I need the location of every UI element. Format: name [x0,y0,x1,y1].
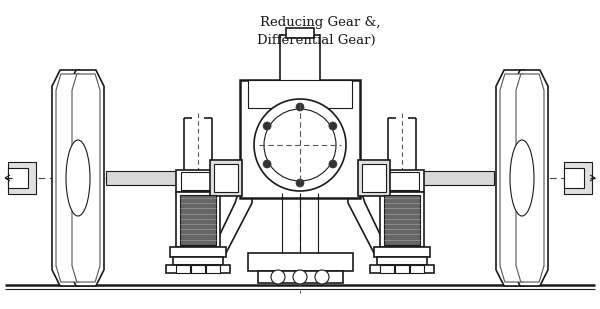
Ellipse shape [263,122,271,130]
Text: Differential Gear): Differential Gear) [257,33,376,46]
Bar [191,265,205,273]
Bar [564,162,592,194]
Polygon shape [52,70,88,286]
Bar [286,28,314,38]
Ellipse shape [254,99,346,191]
Polygon shape [496,70,532,286]
Bar [380,265,394,273]
Ellipse shape [264,109,336,181]
Polygon shape [68,70,104,286]
Ellipse shape [296,179,304,187]
Bar [176,170,220,192]
Polygon shape [210,188,252,255]
Bar [8,162,36,194]
Bar [181,172,215,190]
Bar [410,265,424,273]
Bar [8,168,28,188]
Polygon shape [72,74,100,282]
Bar [395,265,409,273]
Bar [173,257,223,265]
Bar [166,265,230,273]
Bar [248,80,352,108]
Polygon shape [516,74,544,282]
Bar [374,247,430,257]
Bar [248,253,353,271]
Bar [176,265,190,273]
Text: Reducing Gear &,: Reducing Gear &, [260,15,380,28]
Bar [180,195,216,245]
Ellipse shape [263,160,271,168]
Bar [280,35,320,82]
Ellipse shape [315,270,329,284]
Bar [380,170,424,192]
Bar [206,265,220,273]
Bar [258,271,343,283]
Ellipse shape [271,270,285,284]
Ellipse shape [329,122,337,130]
Ellipse shape [66,140,90,216]
Polygon shape [500,74,528,282]
Bar [176,192,220,247]
Bar [385,172,419,190]
Ellipse shape [510,140,534,216]
Ellipse shape [293,270,307,284]
Polygon shape [56,74,84,282]
Bar [210,160,242,196]
Polygon shape [512,70,548,286]
Bar [358,160,390,196]
Ellipse shape [296,103,304,111]
Bar [214,164,238,192]
Bar [564,168,584,188]
Bar [370,265,434,273]
Bar [170,247,226,257]
Bar [377,257,427,265]
Bar [384,195,420,245]
Bar [399,171,494,185]
Polygon shape [348,188,390,255]
Bar [380,192,424,247]
Bar [240,80,360,198]
Bar [106,171,201,185]
Bar [362,164,386,192]
Ellipse shape [329,160,337,168]
